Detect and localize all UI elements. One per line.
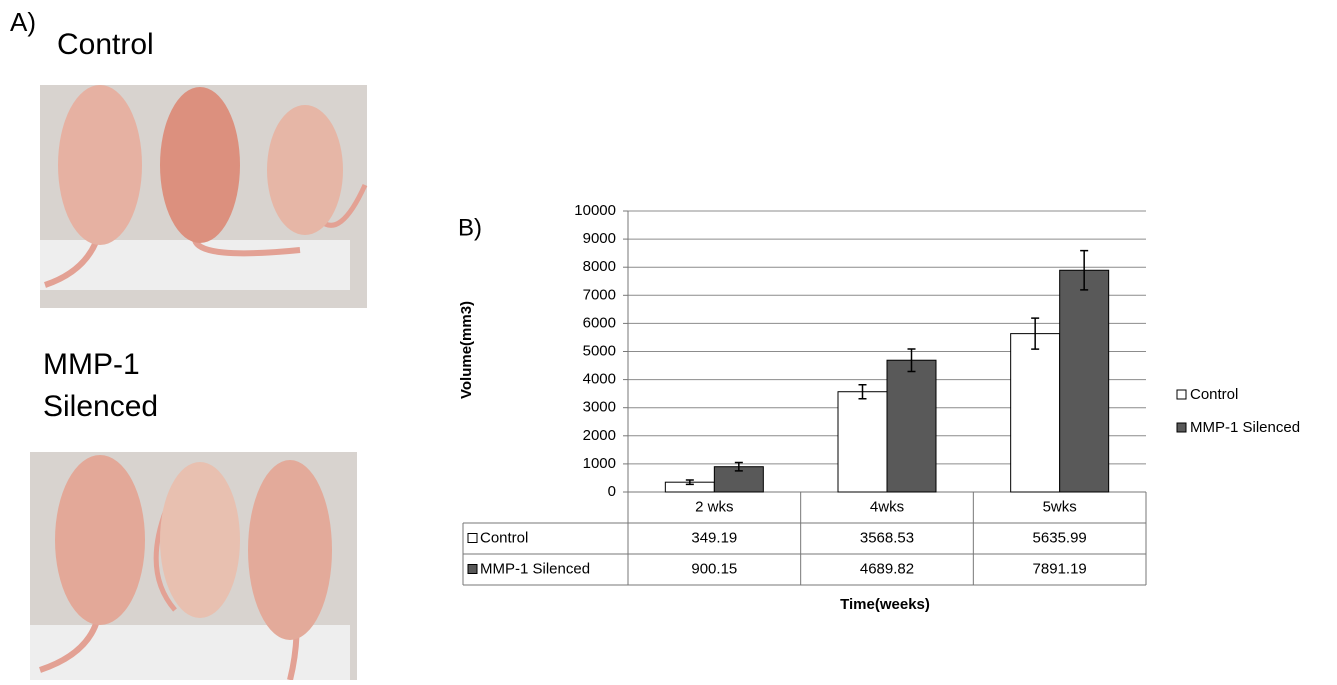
y-tick-label: 5000 (583, 342, 616, 359)
y-tick-label: 3000 (583, 399, 616, 416)
table-key (468, 534, 477, 543)
table-key (468, 565, 477, 574)
x-tick-label: 2 wks (695, 498, 733, 515)
table-value: 4689.82 (860, 560, 914, 577)
x-tick-label: 4wks (870, 498, 904, 515)
table-value: 349.19 (691, 529, 737, 546)
photo (40, 85, 367, 308)
y-tick-label: 6000 (583, 314, 616, 331)
photo-caption: MMP-1 (43, 348, 140, 381)
photo-caption: Control (57, 28, 154, 61)
y-tick-label: 1000 (583, 455, 616, 472)
table-value: 7891.19 (1033, 560, 1087, 577)
y-tick-label: 4000 (583, 371, 616, 388)
bar (1011, 334, 1060, 492)
y-tick-label: 0 (608, 483, 616, 500)
y-tick-label: 9000 (583, 230, 616, 247)
y-tick-label: 8000 (583, 258, 616, 275)
legend-label: MMP-1 Silenced (1190, 419, 1300, 436)
y-axis-label: Volume(mm3) (458, 301, 475, 399)
table-series-name: MMP-1 Silenced (480, 560, 590, 577)
legend-key (1177, 390, 1186, 399)
x-tick-label: 5wks (1043, 498, 1077, 515)
panel-label: A) (10, 7, 36, 37)
table-series-name: Control (480, 529, 528, 546)
table-value: 3568.53 (860, 529, 914, 546)
bar (838, 392, 887, 492)
y-tick-label: 10000 (574, 202, 616, 219)
photo (30, 452, 357, 680)
figure: A) Control MMP-1 Silenced B) Volume(mm3)… (0, 0, 1337, 680)
x-axis-label: Time(weeks) (840, 596, 930, 613)
bar (1060, 270, 1109, 492)
table-value: 5635.99 (1033, 529, 1087, 546)
photo-caption: Silenced (43, 390, 158, 423)
legend-label: Control (1190, 386, 1238, 403)
legend-key (1177, 423, 1186, 432)
y-tick-label: 7000 (583, 286, 616, 303)
table-value: 900.15 (691, 560, 737, 577)
bar (887, 360, 936, 492)
panel-label: B) (458, 214, 482, 241)
y-tick-label: 2000 (583, 427, 616, 444)
